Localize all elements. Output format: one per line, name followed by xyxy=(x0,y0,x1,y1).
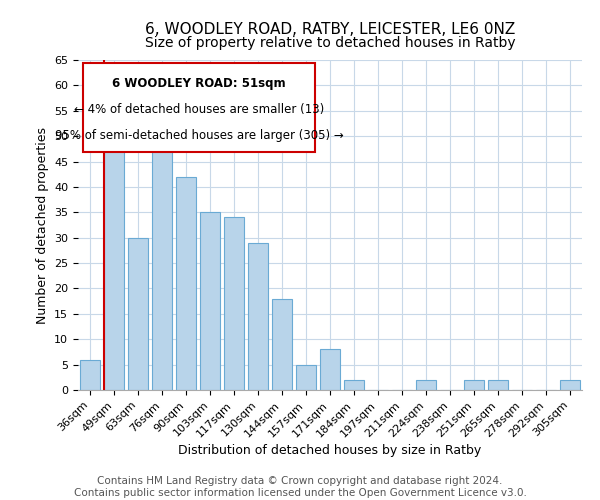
Text: 95% of semi-detached houses are larger (305) →: 95% of semi-detached houses are larger (… xyxy=(55,130,343,142)
Text: Size of property relative to detached houses in Ratby: Size of property relative to detached ho… xyxy=(145,36,515,50)
Bar xyxy=(272,298,292,390)
Text: 6, WOODLEY ROAD, RATBY, LEICESTER, LE6 0NZ: 6, WOODLEY ROAD, RATBY, LEICESTER, LE6 0… xyxy=(145,22,515,38)
Y-axis label: Number of detached properties: Number of detached properties xyxy=(35,126,49,324)
Bar xyxy=(176,177,196,390)
Bar xyxy=(344,380,364,390)
Bar xyxy=(488,380,508,390)
Bar xyxy=(296,364,316,390)
Bar xyxy=(224,218,244,390)
Bar xyxy=(416,380,436,390)
X-axis label: Distribution of detached houses by size in Ratby: Distribution of detached houses by size … xyxy=(178,444,482,458)
Bar xyxy=(80,360,100,390)
Bar xyxy=(464,380,484,390)
Text: ← 4% of detached houses are smaller (13): ← 4% of detached houses are smaller (13) xyxy=(74,103,324,116)
Bar xyxy=(320,350,340,390)
Bar xyxy=(560,380,580,390)
Bar xyxy=(104,121,124,390)
Text: Contains HM Land Registry data © Crown copyright and database right 2024.
Contai: Contains HM Land Registry data © Crown c… xyxy=(74,476,526,498)
FancyBboxPatch shape xyxy=(83,64,315,152)
Bar xyxy=(152,136,172,390)
Text: 6 WOODLEY ROAD: 51sqm: 6 WOODLEY ROAD: 51sqm xyxy=(112,76,286,90)
Bar xyxy=(248,243,268,390)
Bar xyxy=(200,212,220,390)
Bar xyxy=(128,238,148,390)
